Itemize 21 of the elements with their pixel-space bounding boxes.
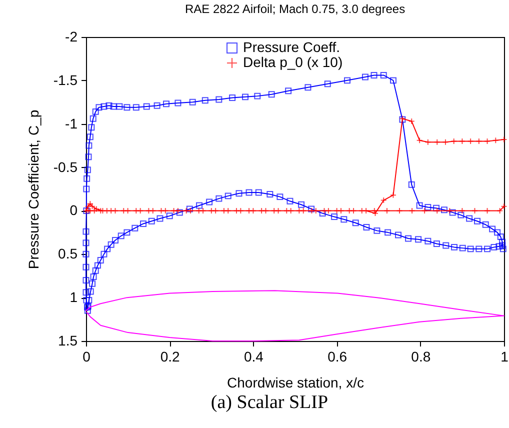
chart-title: RAE 2822 Airfoil; Mach 0.75, 3.0 degrees <box>184 2 406 16</box>
text: (a) Scalar SLIP <box>210 392 330 414</box>
x-tick-label: 0.6 <box>328 348 348 364</box>
x-axis-title: Chordwise station, x/c <box>227 374 364 390</box>
y-tick-label: -2 <box>65 28 78 44</box>
x-tick-label: 1 <box>500 348 509 364</box>
x-tick-label: 0.2 <box>160 348 180 364</box>
line-series <box>86 290 504 342</box>
legend-label: Delta p_0 (x 10) <box>243 54 343 70</box>
legend-label: Pressure Coeff. <box>243 39 340 55</box>
y-tick-label: 1 <box>70 289 78 306</box>
y-axis-title: Pressure Coefficient, C_p <box>25 110 42 270</box>
y-tick-label: -1.5 <box>53 72 78 88</box>
x-tick-label: 0 <box>82 348 91 364</box>
x-tick-label: 0.4 <box>244 348 264 364</box>
y-tick-label: 0 <box>70 202 78 218</box>
y-tick-label: 1.5 <box>58 332 78 348</box>
x-tick-label: 0.8 <box>411 348 431 364</box>
y-tick-label: -1 <box>65 115 78 132</box>
y-tick-label: 0.5 <box>58 246 78 262</box>
y-tick-label: -0.5 <box>53 158 78 175</box>
